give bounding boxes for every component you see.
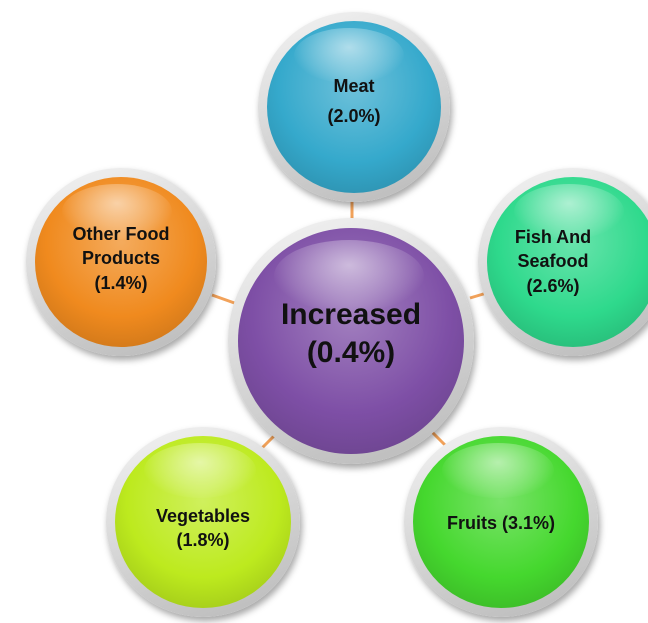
node-fish-and-seafood: Fish And Seafood (2.6%) — [478, 168, 648, 356]
node-meat: Meat (2.0%) — [258, 12, 450, 202]
node-fish-and-seafood-name-1: Fish And — [514, 227, 592, 247]
node-fish-and-seafood-name-2: Seafood — [517, 251, 589, 272]
node-other-food-products-name-1: Other Food — [72, 224, 170, 244]
node-meat-value: (2.0%) — [327, 106, 381, 127]
node-fruits: Fruits (3.1%) — [404, 427, 598, 617]
center-value: (0.4%) — [306, 335, 396, 369]
node-vegetables-name: Vegetables — [155, 506, 251, 526]
node-vegetables-value: (1.8%) — [176, 530, 230, 551]
node-other-food-products: Other Food Products (1.4%) — [26, 168, 216, 356]
node-vegetables: Vegetables (1.8%) — [106, 427, 300, 617]
center-node: Increased (0.4%) — [228, 218, 474, 464]
node-meat-name: Meat — [333, 76, 375, 96]
node-fish-and-seafood-value: (2.6%) — [526, 275, 580, 296]
node-other-food-products-value: (1.4%) — [94, 272, 148, 293]
center-title: Increased — [280, 298, 422, 331]
node-fruits-label: Fruits (3.1%) — [446, 513, 556, 533]
node-other-food-products-name-2: Products — [81, 248, 160, 269]
